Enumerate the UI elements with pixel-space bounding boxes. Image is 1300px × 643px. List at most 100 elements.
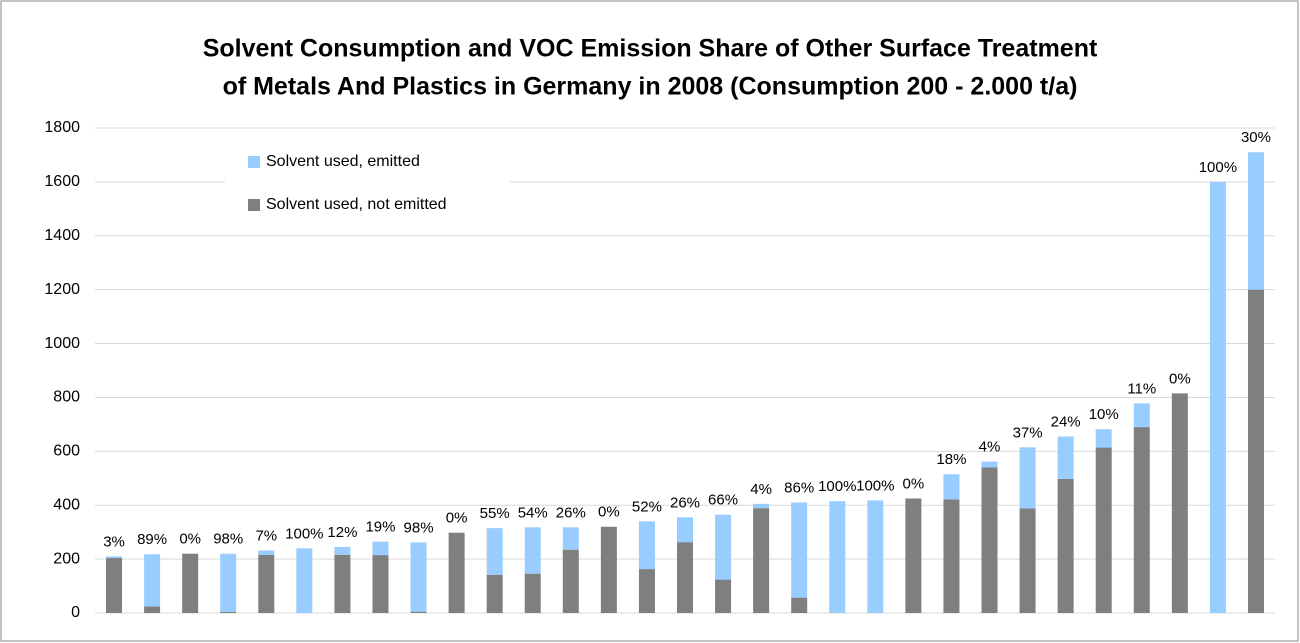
data-label: 52% [632,498,662,515]
bar-segment [905,498,922,613]
y-tick-label: 1600 [44,173,80,190]
bar-segment [562,527,579,550]
bar-segment [638,521,655,570]
data-label: 86% [784,479,814,496]
data-label: 98% [404,519,434,536]
data-label: 89% [137,531,167,548]
bar-segment [562,549,579,613]
bar-segment [1095,429,1112,448]
bar-segment [524,527,541,574]
data-label: 100% [285,525,323,542]
data-label: 18% [936,451,966,468]
data-label: 11% [1127,380,1156,397]
data-label: 10% [1089,406,1119,423]
chart-title: Solvent Consumption and VOC Emission Sha… [203,35,1098,63]
data-label: 0% [446,510,468,527]
bar-segment [258,554,275,613]
bar-segment [981,467,998,613]
data-label: 26% [670,494,700,511]
bar-segment [1057,436,1074,479]
bar-segment [715,514,732,580]
bar-segment [677,542,693,613]
data-label: 3% [103,533,125,550]
data-label: 12% [327,524,357,541]
y-tick-label: 1000 [44,335,80,352]
legend-box [225,140,510,225]
legend-label: Solvent used, emitted [266,153,420,170]
bar-segment [867,500,884,613]
bar-segment [1095,447,1112,613]
data-label: 0% [903,475,925,492]
legend-swatch [248,199,260,211]
bar-segment [943,474,960,500]
data-label: 66% [708,492,738,509]
data-label: 0% [179,531,201,548]
bar-segment [410,542,427,612]
bar-segment [1133,403,1150,428]
data-label: 0% [598,504,620,521]
y-tick-label: 1200 [44,281,80,298]
data-label: 54% [518,504,548,521]
y-tick-label: 400 [53,496,80,513]
bar-segment [1247,289,1264,613]
bar-segment [182,553,199,613]
bar-segment [715,579,732,613]
y-tick-label: 0 [71,604,80,621]
bar-segment [1057,478,1074,613]
bar-segment [1019,447,1036,509]
bar-segment [753,503,770,509]
bar-segment [791,502,808,598]
bar-segment [486,528,503,575]
bar-segment [524,573,541,613]
data-label: 100% [1199,159,1237,176]
bar-segment [1209,181,1226,613]
data-label: 7% [255,527,277,544]
bar-segment [296,548,313,613]
bar-segment [144,554,161,607]
data-label: 24% [1051,413,1081,430]
bar-segment [106,556,123,559]
bar-segment [220,553,237,612]
bar-segment [638,569,655,613]
bar-segment [372,541,389,556]
data-label: 26% [556,504,586,521]
bar-segment [448,532,465,613]
bar-segment [1171,393,1188,613]
data-label: 4% [750,481,772,498]
legend-label: Solvent used, not emitted [266,196,447,213]
bar-segment [106,558,123,613]
bar-segment [981,461,998,468]
bar-segment [943,499,960,613]
bar-segment [334,554,351,613]
bar-segment [829,501,846,613]
data-label: 0% [1169,370,1191,387]
data-label: 98% [213,531,243,548]
data-label: 19% [365,519,395,536]
data-label: 30% [1241,129,1271,146]
bar-segment [1133,427,1150,613]
bar-segment [600,526,617,613]
bar-segment [1019,508,1036,613]
data-label: 4% [979,439,1001,456]
bar-segment [258,550,275,555]
y-tick-label: 1400 [44,227,80,244]
legend-swatch [248,156,260,168]
bar-segment [677,517,693,543]
data-label: 55% [480,505,510,522]
y-tick-label: 600 [53,443,80,460]
chart-subtitle: of Metals And Plastics in Germany in 200… [223,73,1078,101]
data-label: 37% [1013,424,1043,441]
y-tick-label: 800 [53,389,80,406]
data-label: 100% [818,478,856,495]
data-label: 100% [856,477,894,494]
y-tick-label: 1800 [44,119,80,136]
bar-segment [334,546,351,555]
bar-segment [1247,152,1264,290]
bar-segment [486,574,503,613]
bar-segment [144,606,161,613]
bar-segment [753,508,770,613]
bar-segment [220,611,237,613]
bar-segment [791,597,808,613]
bar-segment [410,611,427,613]
